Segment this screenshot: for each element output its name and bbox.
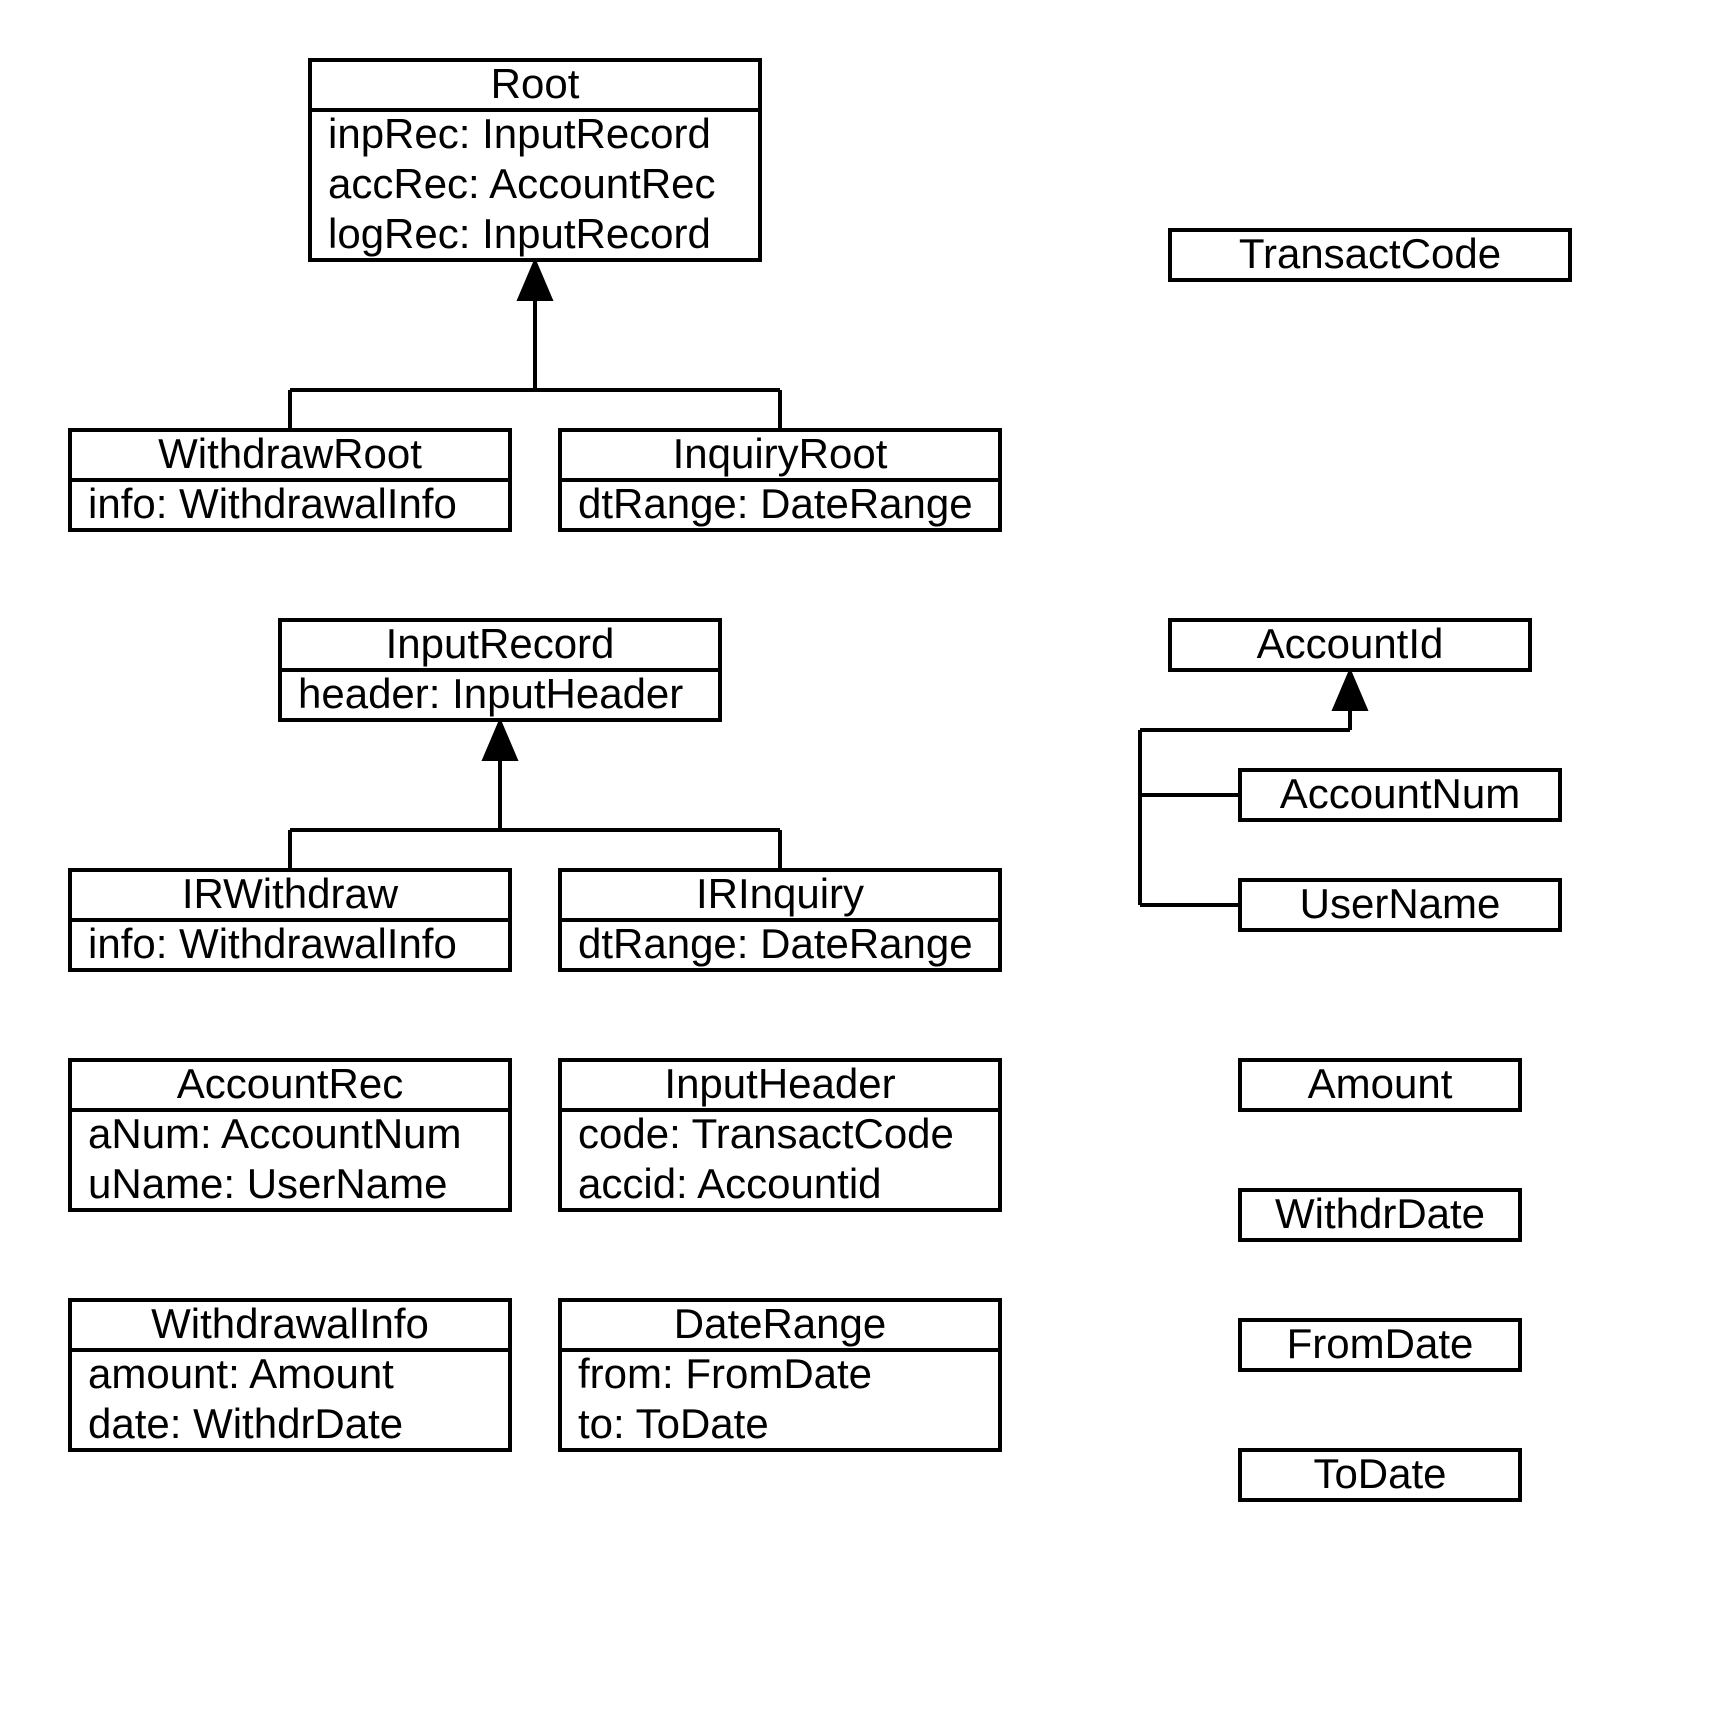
class-AccountId: AccountId [1170, 620, 1530, 670]
class-ToDate: ToDate [1240, 1450, 1520, 1500]
class-Root: RootinpRec: InputRecordaccRec: AccountRe… [310, 60, 760, 260]
class-title: InputRecord [386, 620, 615, 667]
class-title: AccountRec [177, 1060, 403, 1107]
class-InputRecord: InputRecordheader: InputHeader [280, 620, 720, 720]
class-nodes: RootinpRec: InputRecordaccRec: AccountRe… [70, 60, 1570, 1500]
class-WithdrawRoot: WithdrawRootinfo: WithdrawalInfo [70, 430, 510, 530]
class-title: WithdrawRoot [158, 430, 422, 477]
class-IRWithdraw: IRWithdrawinfo: WithdrawalInfo [70, 870, 510, 970]
class-attribute: logRec: InputRecord [328, 210, 711, 257]
class-title: AccountId [1257, 620, 1444, 667]
class-attribute: to: ToDate [578, 1400, 769, 1447]
uml-diagram: RootinpRec: InputRecordaccRec: AccountRe… [0, 0, 1735, 1731]
class-FromDate: FromDate [1240, 1320, 1520, 1370]
class-Amount: Amount [1240, 1060, 1520, 1110]
class-title: InputHeader [664, 1060, 895, 1107]
class-WithdrDate: WithdrDate [1240, 1190, 1520, 1240]
class-title: AccountNum [1280, 770, 1520, 817]
class-attribute: uName: UserName [88, 1160, 447, 1207]
class-attribute: dtRange: DateRange [578, 920, 973, 967]
class-IRInquiry: IRInquirydtRange: DateRange [560, 870, 1000, 970]
connectors [290, 260, 1367, 905]
class-InputHeader: InputHeadercode: TransactCodeaccid: Acco… [560, 1060, 1000, 1210]
class-attribute: accid: Accountid [578, 1160, 882, 1207]
class-title: WithdrawalInfo [151, 1300, 429, 1347]
class-WithdrawalInfo: WithdrawalInfoamount: Amountdate: Withdr… [70, 1300, 510, 1450]
class-title: DateRange [674, 1300, 886, 1347]
class-UserName: UserName [1240, 880, 1560, 930]
class-title: IRInquiry [696, 870, 864, 917]
generalization-arrowhead [518, 260, 552, 300]
class-attribute: dtRange: DateRange [578, 480, 973, 527]
class-attribute: date: WithdrDate [88, 1400, 403, 1447]
class-attribute: code: TransactCode [578, 1110, 954, 1157]
class-TransactCode: TransactCode [1170, 230, 1570, 280]
class-attribute: info: WithdrawalInfo [88, 920, 457, 967]
class-attribute: inpRec: InputRecord [328, 110, 711, 157]
class-title: ToDate [1313, 1450, 1446, 1497]
class-AccountRec: AccountRecaNum: AccountNumuName: UserNam… [70, 1060, 510, 1210]
class-attribute: accRec: AccountRec [328, 160, 716, 207]
class-InquiryRoot: InquiryRootdtRange: DateRange [560, 430, 1000, 530]
class-title: InquiryRoot [673, 430, 888, 477]
class-AccountNum: AccountNum [1240, 770, 1560, 820]
generalization-arrowhead [483, 720, 517, 760]
class-title: TransactCode [1239, 230, 1501, 277]
class-title: IRWithdraw [182, 870, 399, 917]
generalization-arrowhead [1333, 670, 1367, 710]
class-attribute: info: WithdrawalInfo [88, 480, 457, 527]
class-title: UserName [1300, 880, 1501, 927]
class-attribute: aNum: AccountNum [88, 1110, 462, 1157]
class-attribute: amount: Amount [88, 1350, 394, 1397]
class-DateRange: DateRangefrom: FromDateto: ToDate [560, 1300, 1000, 1450]
class-title: Amount [1308, 1060, 1453, 1107]
class-title: WithdrDate [1275, 1190, 1485, 1237]
class-attribute: header: InputHeader [298, 670, 683, 717]
class-title: Root [491, 60, 580, 107]
class-title: FromDate [1287, 1320, 1474, 1367]
class-attribute: from: FromDate [578, 1350, 872, 1397]
